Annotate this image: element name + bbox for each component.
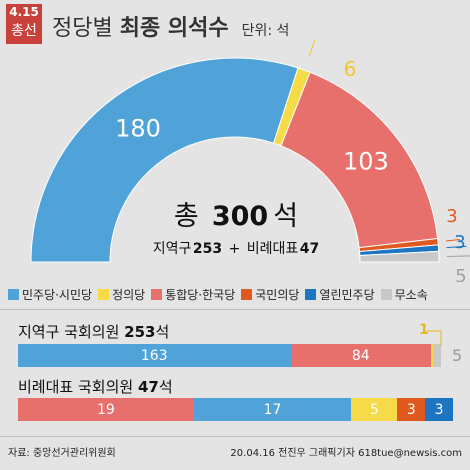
- bar-segment-1: 17: [193, 398, 352, 421]
- donut-value-label-5: 5: [455, 266, 466, 282]
- sub-pr: 47: [300, 241, 319, 257]
- bar-segment-2: [430, 344, 433, 367]
- district-outside-label-jeongui: 1: [419, 322, 429, 338]
- legend-swatch: [380, 289, 392, 300]
- unit-label: 단위: 석: [241, 23, 290, 39]
- bar-segment-3: [432, 344, 441, 367]
- legend-label: 국민의당: [255, 288, 300, 302]
- total-unit: 석: [273, 201, 298, 232]
- sub-prefix: 지역구: [153, 241, 192, 257]
- election-badge: 4.15 총선: [6, 4, 42, 44]
- legend-swatch: [151, 289, 163, 300]
- total-prefix: 총: [174, 201, 199, 232]
- pr-title-value: 47: [137, 378, 159, 396]
- legend-swatch: [8, 289, 19, 300]
- donut-value-label-0: 180: [115, 115, 161, 143]
- badge-label: 총선: [11, 23, 37, 39]
- legend-label: 정의당: [112, 288, 146, 302]
- section-divider: [0, 309, 470, 310]
- legend-label: 통합당·한국당: [165, 288, 236, 302]
- district-title-value: 253: [124, 323, 156, 341]
- legend-item-4: 열린민주당: [305, 286, 375, 303]
- source-label: 자료: 중앙선거관리위원회: [8, 448, 116, 459]
- legend-swatch: [305, 289, 317, 300]
- total-value: 300: [212, 201, 268, 232]
- donut-leader-line-4: [446, 245, 467, 249]
- bar-segment-0: 163: [18, 344, 291, 367]
- donut-leader-line-3: [445, 239, 460, 242]
- total-seats-label: 총 300 석: [174, 201, 298, 232]
- seat-composition-label: 지역구 253 + 비례대표 47: [153, 241, 319, 257]
- title-strong: 최종 의석수: [119, 16, 229, 41]
- bar-segment-2: 5: [351, 398, 398, 421]
- donut-value-label-1: 6: [344, 57, 357, 81]
- title-prefix: 정당별: [52, 16, 113, 41]
- credit-label: 20.04.16 전진우 그래픽기자 618tue@newsis.com: [230, 448, 462, 459]
- district-title-unit: 석: [155, 323, 170, 341]
- district-stacked-bar: 163 84: [18, 344, 441, 367]
- donut-value-label-3: 3: [446, 206, 457, 227]
- legend-item-0: 민주당·시민당: [8, 286, 92, 303]
- legend-item-5: 무소속: [380, 286, 428, 303]
- legend-swatch: [241, 289, 253, 300]
- bar-segment-3: 3: [397, 398, 426, 421]
- district-bar-title: 지역구 국회의원 253석: [18, 321, 169, 342]
- sub-district: 253: [193, 241, 222, 257]
- pr-title-prefix: 비례대표 국회의원: [18, 378, 134, 396]
- sub-mid: 비례대표: [247, 241, 299, 257]
- footer-divider: [0, 436, 470, 437]
- legend-item-2: 통합당·한국당: [151, 286, 235, 303]
- legend-swatch: [98, 289, 110, 300]
- bar-segment-4: 3: [425, 398, 453, 421]
- legend-item-3: 국민의당: [241, 286, 299, 303]
- district-outside-label-musosok: 5: [452, 346, 463, 365]
- legend-label: 민주당·시민당: [22, 288, 93, 302]
- page-title: 정당별 최종 의석수 단위: 석: [52, 10, 289, 42]
- badge-date: 4.15: [9, 5, 39, 19]
- seat-half-donut-chart: 180 6 103 3 3 5 총 300 석 지역구 253 + 비례대표 47: [30, 39, 470, 282]
- chart-legend: 민주당·시민당 정의당 통합당·한국당 국민의당 열린민주당 무소속: [8, 286, 434, 303]
- sub-plus: +: [229, 241, 241, 257]
- district-title-prefix: 지역구 국회의원: [18, 323, 120, 341]
- pr-bar-title: 비례대표 국회의원 47석: [18, 376, 173, 397]
- donut-leader-line-5: [446, 255, 470, 257]
- bar-segment-1: 84: [290, 344, 431, 367]
- legend-item-1: 정의당: [98, 286, 145, 303]
- bar-segment-0: 19: [18, 398, 194, 421]
- donut-value-label-2: 103: [343, 148, 389, 176]
- pr-stacked-bar: 19 17 5 3 3: [18, 398, 453, 421]
- donut-leader-line-1: [308, 39, 316, 58]
- donut-slice-0: [30, 57, 299, 263]
- legend-label: 열린민주당: [319, 288, 375, 302]
- pr-title-unit: 석: [158, 378, 173, 396]
- donut-value-label-4: 3: [454, 232, 465, 253]
- donut-slice-5: [359, 250, 440, 263]
- legend-label: 무소속: [394, 288, 428, 302]
